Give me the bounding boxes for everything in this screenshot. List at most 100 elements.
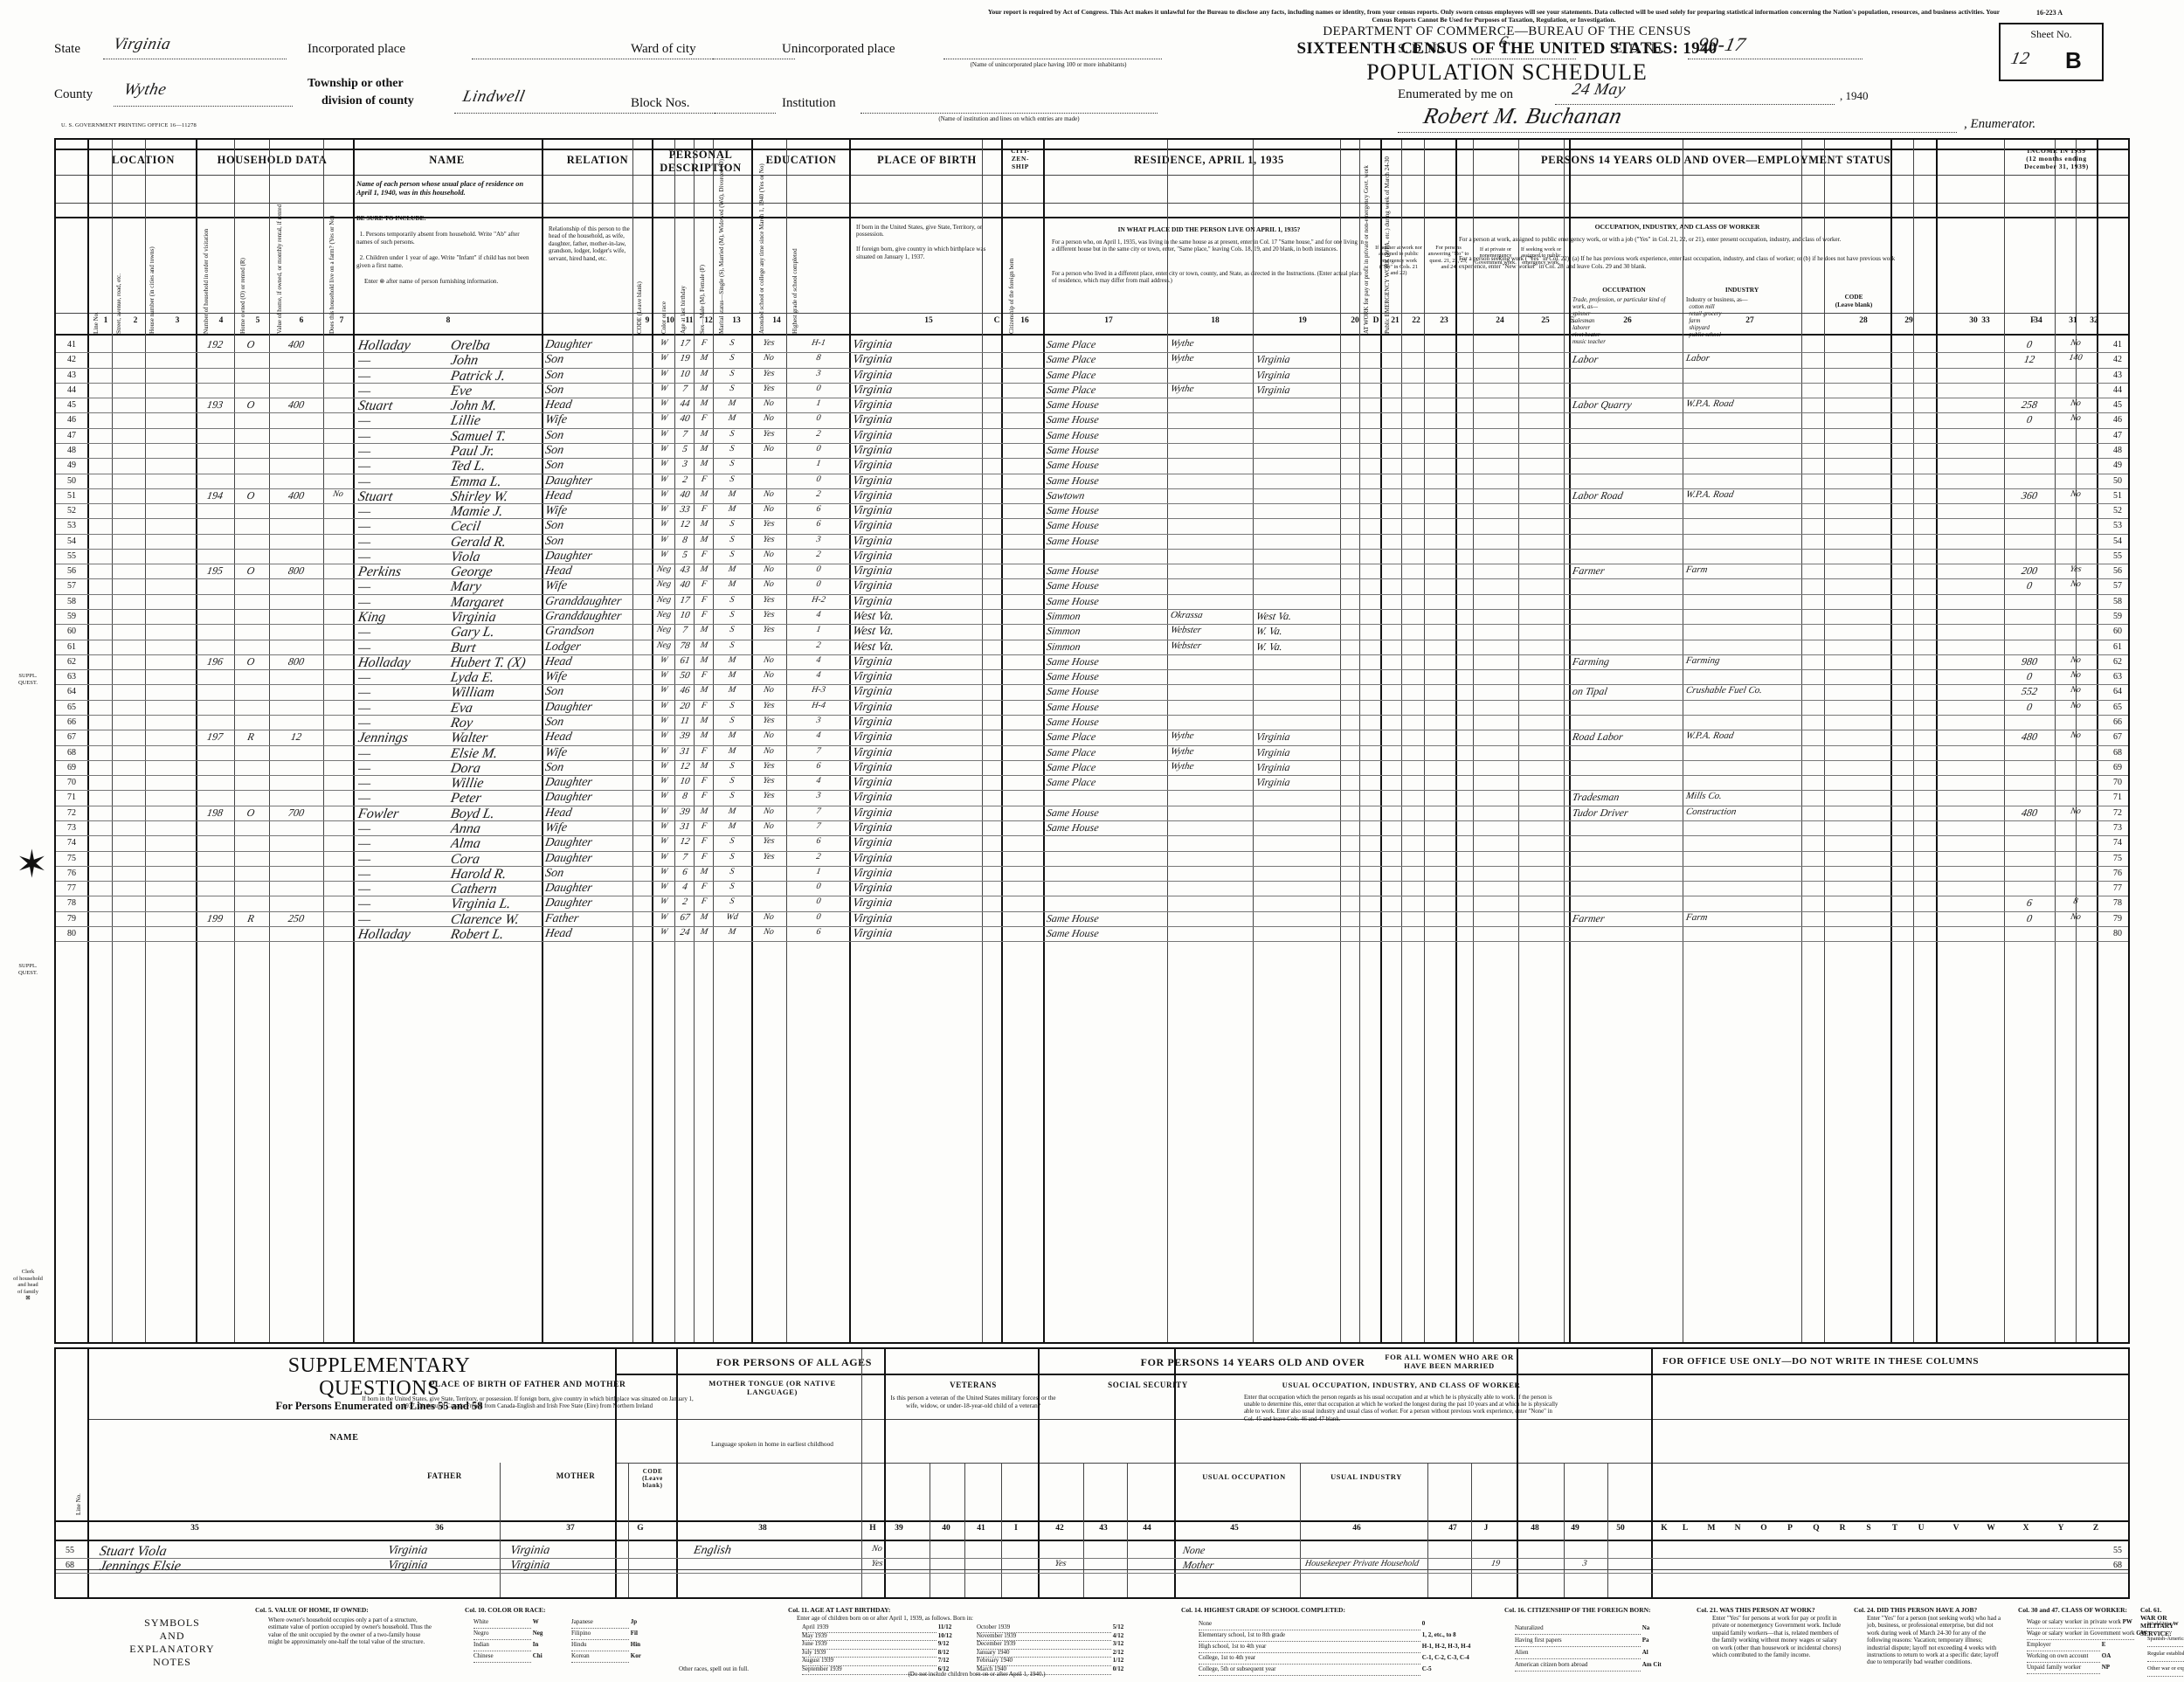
cell-value[interactable]: 0 xyxy=(2025,579,2034,592)
cell-value[interactable]: 3 xyxy=(815,791,822,801)
cell-value[interactable]: No xyxy=(2070,806,2082,816)
cell-value[interactable]: No xyxy=(763,398,775,409)
cell-value[interactable]: Virginia xyxy=(851,519,894,533)
cell-value[interactable]: Virginia xyxy=(851,806,894,820)
cell-value[interactable]: W xyxy=(659,474,669,484)
cell-value[interactable]: Same House xyxy=(1045,670,1100,683)
cell-value[interactable]: Head xyxy=(543,654,573,668)
cell-value[interactable]: Son xyxy=(543,534,565,548)
cell-value[interactable]: 3 xyxy=(815,368,822,378)
cell-value[interactable]: F xyxy=(700,776,708,786)
cell-value[interactable]: Burt xyxy=(449,640,478,655)
cell-value[interactable]: S xyxy=(729,851,736,862)
cell-value[interactable]: Stuart xyxy=(356,488,394,504)
township-value[interactable]: Lindwell xyxy=(460,87,527,106)
cell-value[interactable]: Same Place xyxy=(1045,338,1097,350)
cell-value[interactable]: Son xyxy=(543,866,565,880)
cell-value[interactable]: 400 xyxy=(287,398,306,412)
cell-value[interactable]: — xyxy=(356,685,372,701)
cell-value[interactable]: M xyxy=(699,866,709,876)
cell-value[interactable]: Wythe xyxy=(1169,760,1195,772)
cell-value[interactable]: S xyxy=(729,459,736,469)
cell-value[interactable]: No xyxy=(763,579,775,590)
cell-value[interactable]: Virginia xyxy=(1254,745,1291,758)
cell-value[interactable]: 480 xyxy=(2020,730,2039,744)
cell-value[interactable]: W.P.A. Road xyxy=(1684,398,1735,410)
cell-value[interactable]: — xyxy=(356,896,372,912)
cell-value[interactable]: 10 xyxy=(679,776,691,787)
cell-value[interactable]: Virginia xyxy=(851,443,894,457)
cell-value[interactable]: 12 xyxy=(2022,353,2036,366)
cell-value[interactable]: 7 xyxy=(681,383,688,394)
cell-value[interactable]: Daughter xyxy=(543,851,594,865)
cell-value[interactable]: Virginia xyxy=(1254,760,1291,773)
cell-value[interactable]: Viola xyxy=(449,549,482,564)
cell-value[interactable]: S xyxy=(729,640,736,650)
cell-value[interactable]: — xyxy=(356,640,372,655)
cell-value[interactable]: Tudor Driver xyxy=(1571,806,1630,819)
cell-value[interactable]: O xyxy=(245,806,256,819)
cell-value[interactable]: F xyxy=(700,610,708,620)
cell-value[interactable]: Gary L. xyxy=(449,625,496,640)
cell-value[interactable]: 40 xyxy=(679,488,691,500)
cell-value[interactable]: No xyxy=(332,488,344,499)
cell-value[interactable]: Head xyxy=(543,806,573,820)
cell-value[interactable]: W xyxy=(659,368,669,378)
ward-rule[interactable] xyxy=(713,58,764,59)
cell-value[interactable]: 4 xyxy=(681,882,688,893)
cell-value[interactable]: No xyxy=(2070,670,2082,681)
cell-value[interactable]: S xyxy=(729,368,736,378)
cell-value[interactable]: Virginia xyxy=(851,459,894,473)
cell-value[interactable]: 7 xyxy=(681,851,688,862)
supp-cell-value[interactable]: Virginia xyxy=(386,1559,429,1572)
cell-value[interactable]: M xyxy=(727,820,737,831)
cell-value[interactable]: M xyxy=(699,911,709,922)
cell-value[interactable]: Jennings xyxy=(356,730,410,746)
cell-value[interactable]: Wife xyxy=(543,745,569,759)
cell-value[interactable]: Labor xyxy=(1571,353,1600,366)
cell-value[interactable]: M xyxy=(727,926,737,937)
cell-value[interactable]: — xyxy=(356,716,372,730)
cell-value[interactable]: Same House xyxy=(1045,428,1100,441)
cell-value[interactable]: Paul Jr. xyxy=(449,443,496,459)
cell-value[interactable]: Yes xyxy=(762,700,776,710)
cell-value[interactable]: 800 xyxy=(287,654,306,668)
state-value[interactable]: Virginia xyxy=(111,35,173,53)
cell-value[interactable]: Walter xyxy=(449,730,489,746)
cell-value[interactable]: Virginia xyxy=(851,654,894,668)
incorporated-rule[interactable] xyxy=(472,58,795,59)
cell-value[interactable]: Holladay xyxy=(356,654,412,670)
cell-value[interactable]: Simmon xyxy=(1045,610,1082,623)
cell-value[interactable]: Daughter xyxy=(543,836,594,850)
cell-value[interactable]: W xyxy=(659,911,669,922)
cell-value[interactable]: W xyxy=(659,896,669,907)
cell-value[interactable]: M xyxy=(699,398,709,409)
cell-value[interactable]: 0 xyxy=(815,383,822,393)
cell-value[interactable]: Same House xyxy=(1045,443,1100,456)
cell-value[interactable]: O xyxy=(245,564,256,578)
cell-value[interactable]: — xyxy=(356,579,372,595)
supp-cell-value[interactable]: Mother xyxy=(1181,1559,1215,1571)
cell-value[interactable]: 2 xyxy=(815,428,822,439)
cell-value[interactable]: 4 xyxy=(815,670,822,681)
cell-value[interactable]: Virginia xyxy=(1254,368,1291,381)
cell-value[interactable]: 6 xyxy=(2025,896,2034,910)
cell-value[interactable]: 67 xyxy=(679,911,691,923)
cell-value[interactable]: Same House xyxy=(1045,594,1100,607)
cell-value[interactable]: 4 xyxy=(815,610,822,620)
cell-value[interactable]: F xyxy=(700,474,708,484)
cell-value[interactable]: W xyxy=(659,398,669,409)
cell-value[interactable]: — xyxy=(356,383,372,398)
cell-value[interactable]: No xyxy=(763,504,775,515)
cell-value[interactable]: Neg xyxy=(655,625,673,635)
cell-value[interactable]: Webster xyxy=(1169,640,1203,651)
cell-value[interactable]: No xyxy=(2070,685,2082,696)
cell-value[interactable]: Labor xyxy=(1684,353,1711,364)
cell-value[interactable]: Virginia xyxy=(851,549,894,563)
cell-value[interactable]: — xyxy=(356,700,372,716)
cell-value[interactable]: Same House xyxy=(1045,820,1100,834)
supp-cell-value[interactable]: Yes xyxy=(1054,1559,1068,1568)
cell-value[interactable]: M xyxy=(727,654,737,665)
cell-value[interactable]: 400 xyxy=(287,338,306,350)
cell-value[interactable]: W.P.A. Road xyxy=(1684,730,1735,742)
